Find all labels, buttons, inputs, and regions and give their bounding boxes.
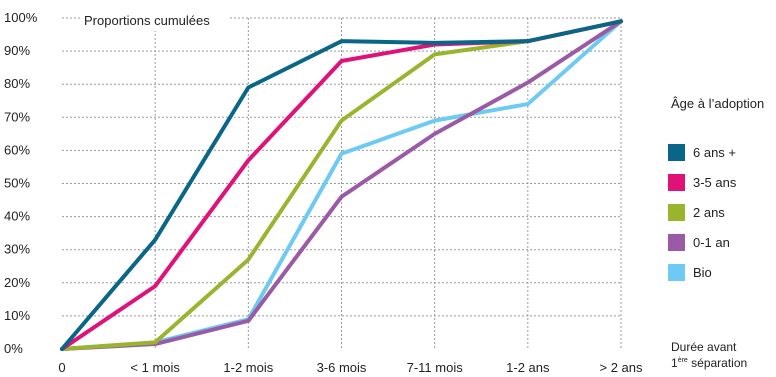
y-tick-label: 20% — [4, 275, 30, 290]
x-tick-label: 1-2 mois — [223, 360, 273, 375]
legend-swatch — [668, 143, 685, 161]
y-tick-label: 70% — [4, 109, 30, 124]
x-axis-label-line1: Durée avant — [671, 340, 737, 354]
legend-item: 2 ans — [668, 202, 736, 222]
y-tick-label: 30% — [4, 242, 30, 257]
legend-title: Âge à l’adoption — [671, 96, 765, 111]
x-axis-label-superscript: ère — [677, 357, 688, 364]
legend-item: 6 ans + — [668, 142, 736, 162]
y-tick-label: 10% — [4, 308, 30, 323]
y-tick-label: 90% — [4, 43, 30, 58]
legend-swatch — [668, 173, 685, 191]
legend-swatch — [668, 203, 685, 221]
x-tick-label: < 1 mois — [130, 360, 180, 375]
grid — [62, 17, 622, 349]
legend-label: 3-5 ans — [693, 174, 737, 190]
series-lines: Bio0-1 an2 ans3-5 ans6 ans + — [60, 19, 623, 351]
series-line: 6 ans + — [60, 19, 623, 351]
legend-item: 0-1 an — [668, 232, 736, 252]
legend: 6 ans + 3-5 ans 2 ans 0-1 an Bio — [668, 142, 736, 292]
y-tick-label: 80% — [4, 76, 30, 91]
legend-label: 2 ans — [693, 204, 725, 220]
legend-item: 3-5 ans — [668, 172, 736, 192]
x-axis-label-suffix: séparation — [687, 356, 748, 370]
legend-label: 0-1 an — [693, 234, 730, 250]
x-tick-label: 1-2 ans — [506, 360, 550, 375]
x-tick-label: 3-6 mois — [317, 360, 367, 375]
title-background — [80, 11, 230, 31]
x-tick-label: 7-11 mois — [407, 360, 464, 375]
x-axis-label-number: 1 — [671, 356, 678, 370]
x-tick-label: 0 — [58, 360, 65, 375]
chart-title: Proportions cumulées — [84, 13, 210, 28]
x-axis-ticks: 0 < 1 mois 1-2 mois 3-6 mois 7-11 mois 1-2 an… — [58, 360, 643, 375]
x-axis-label-line2: 1ère séparation — [671, 354, 747, 370]
y-tick-label: 0% — [4, 341, 23, 356]
y-axis-ticks: 0% 10% 20% 30% 40% 50% 60% 70% 80% 90% 100% — [4, 10, 38, 356]
legend-swatch — [668, 263, 685, 281]
legend-swatch — [668, 233, 685, 251]
legend-label: Bio — [693, 264, 712, 280]
legend-label: 6 ans + — [693, 144, 737, 160]
x-tick-label: > 2 ans — [599, 360, 643, 375]
y-tick-label: 50% — [4, 176, 30, 191]
y-tick-label: 100% — [4, 10, 38, 25]
x-axis-label: Durée avant 1ère séparation — [671, 341, 747, 370]
y-tick-label: 40% — [4, 209, 30, 224]
y-tick-label: 60% — [4, 142, 30, 157]
legend-item: Bio — [668, 262, 736, 282]
